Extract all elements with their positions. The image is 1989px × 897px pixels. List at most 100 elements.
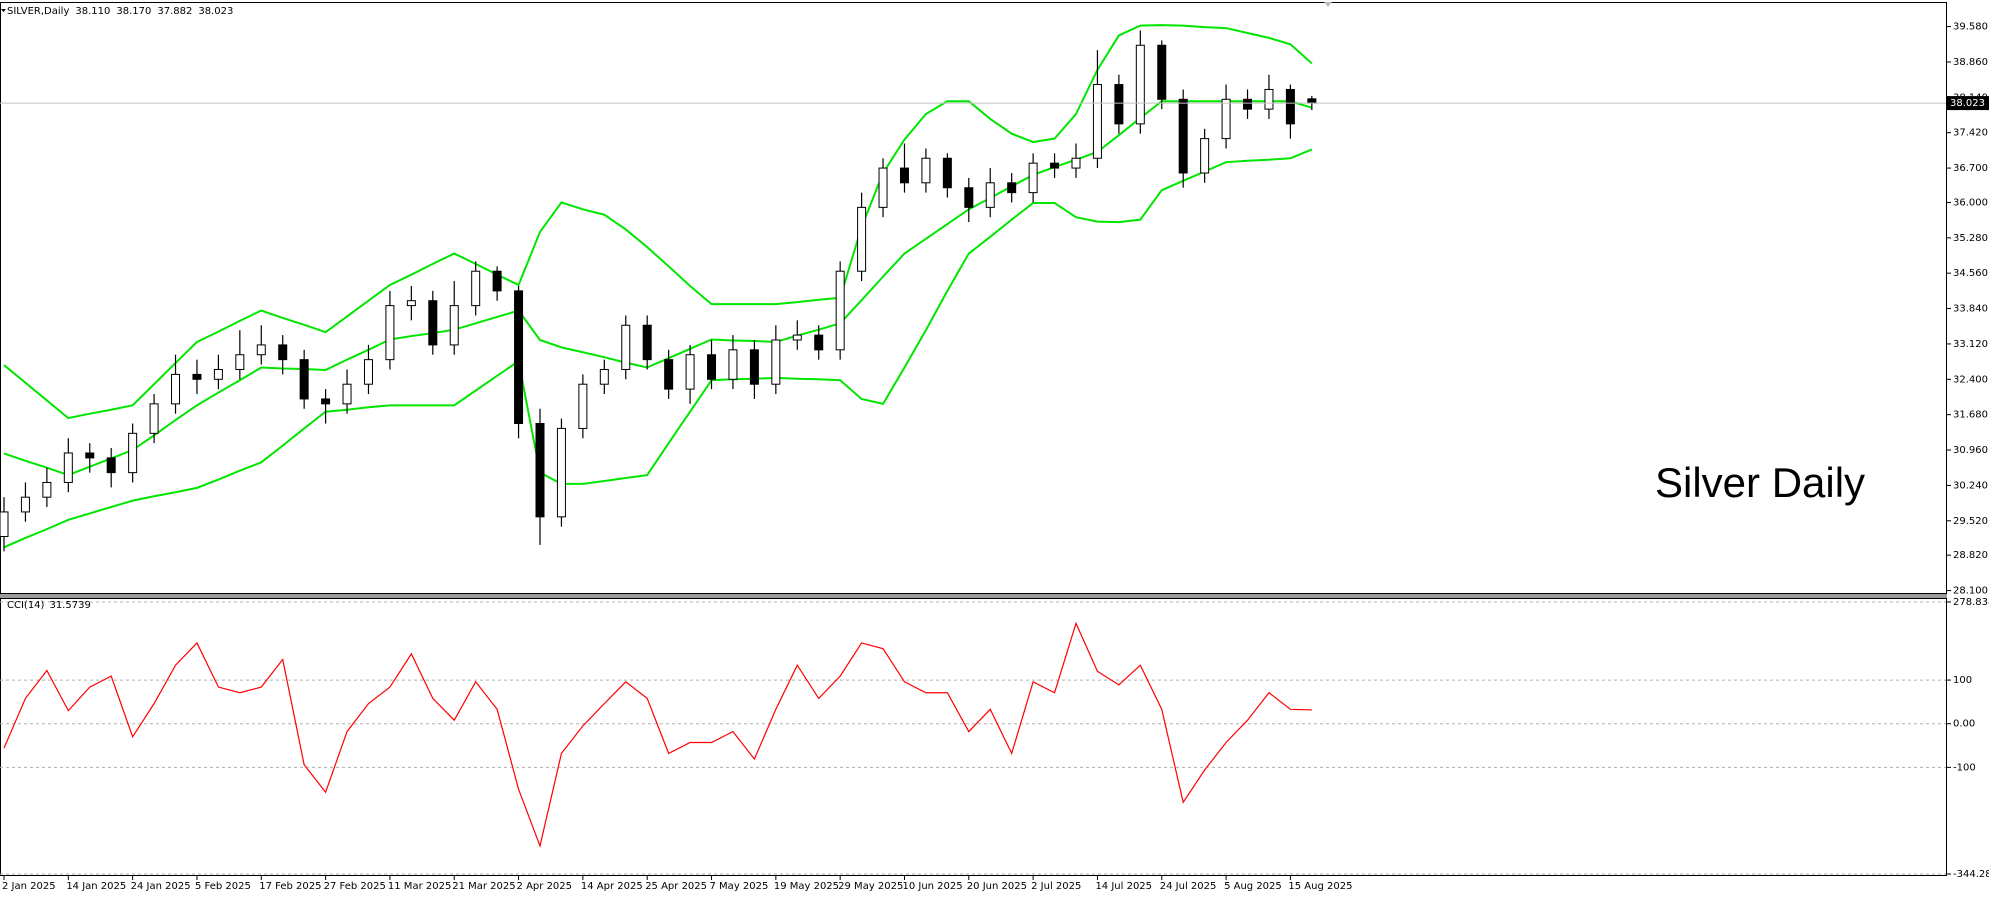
- candle-body: [857, 206, 867, 272]
- y-tick-label: 35.280: [1953, 233, 1988, 244]
- candle-body: [85, 452, 95, 459]
- price-tag: [1947, 96, 1989, 111]
- y-tick-label: -344.283: [1953, 869, 1989, 880]
- cci-line: [3, 621, 1312, 849]
- candle-body: [471, 270, 481, 307]
- candle-body: [1221, 98, 1231, 140]
- y-tick-label: 37.420: [1953, 128, 1988, 139]
- x-tick-label: 24 Jan 2025: [131, 881, 191, 892]
- x-tick-label: 20 Jun 2025: [967, 881, 1027, 892]
- y-tick-label: 30.960: [1953, 445, 1988, 456]
- candle-body: [385, 305, 395, 361]
- y-tick-label: 32.400: [1953, 374, 1988, 385]
- candle-body: [921, 157, 931, 184]
- y-tick-label: 29.520: [1953, 516, 1988, 527]
- candle-body: [149, 403, 159, 434]
- candle-body: [728, 349, 738, 380]
- candle-body: [985, 182, 995, 208]
- x-tick-label: 17 Feb 2025: [259, 881, 321, 892]
- candle-body: [363, 359, 373, 385]
- candle-body: [621, 324, 631, 370]
- candle-body: [1007, 182, 1017, 194]
- candle-body: [20, 496, 30, 513]
- candle-body: [449, 305, 459, 346]
- candle-body: [492, 270, 502, 292]
- band-lower: [3, 148, 1313, 549]
- candle-body: [1178, 98, 1188, 174]
- annotation: Silver Daily: [1655, 459, 1865, 506]
- candle-body: [1264, 88, 1274, 110]
- indicator-panel: [0, 598, 1947, 876]
- y-tick-label: 39.580: [1953, 22, 1988, 33]
- candle-body: [1135, 44, 1145, 125]
- x-tick-label: 24 Jul 2025: [1160, 881, 1217, 892]
- x-tick-label: 5 Aug 2025: [1224, 881, 1282, 892]
- y-tick-label: 278.8385: [1953, 597, 1989, 608]
- candle-body: [342, 383, 352, 405]
- candle-body: [899, 167, 909, 184]
- y-tick-label: 31.680: [1953, 410, 1988, 421]
- candle-body: [63, 452, 73, 483]
- x-tick-label: 10 Jun 2025: [902, 881, 962, 892]
- candle-body: [42, 481, 52, 498]
- price-panel: [0, 2, 1947, 594]
- y-tick-label: 38.860: [1953, 57, 1988, 68]
- candle-body: [1285, 88, 1295, 125]
- candle-body: [514, 290, 524, 425]
- candle-body: [213, 368, 223, 380]
- x-tick-label: 25 Apr 2025: [645, 881, 707, 892]
- y-tick-label: 28.100: [1953, 586, 1988, 597]
- candle-body: [642, 324, 652, 361]
- y-tick-label: 36.700: [1953, 163, 1988, 174]
- candle-body: [835, 270, 845, 351]
- symbol: SILVER,Daily: [7, 6, 69, 17]
- candle-body: [942, 157, 952, 189]
- candle-body: [106, 457, 116, 474]
- x-tick-label: 2 Apr 2025: [517, 881, 572, 892]
- candle-body: [599, 368, 609, 385]
- y-tick-label: 0.00: [1953, 719, 1975, 730]
- x-tick-label: 29 May 2025: [838, 881, 903, 892]
- candle-body: [1200, 138, 1210, 174]
- indicator-header: CCI(14) 31.5739: [7, 600, 91, 611]
- candle-body: [278, 344, 288, 361]
- candle-body: [128, 432, 138, 474]
- candle-body: [664, 359, 674, 390]
- candle-body: [192, 373, 202, 380]
- symbol-header: SILVER,Daily 38.110 38.170 37.882 38.023: [7, 6, 233, 17]
- candle-body: [1071, 157, 1081, 169]
- candle-body: [1092, 84, 1102, 159]
- x-tick-label: 2 Jul 2025: [1031, 881, 1081, 892]
- x-tick-label: 14 Apr 2025: [581, 881, 643, 892]
- y-tick-label: 36.000: [1953, 197, 1988, 208]
- candle-body: [1157, 44, 1167, 100]
- header-arrow: [1, 9, 6, 12]
- candle-body: [171, 373, 181, 405]
- candle-body: [771, 339, 781, 385]
- x-tick-label: 27 Feb 2025: [324, 881, 386, 892]
- candle-body: [1028, 162, 1038, 194]
- candle-body: [792, 334, 802, 341]
- y-tick-label: 100: [1953, 675, 1972, 686]
- x-tick-label: 19 May 2025: [774, 881, 839, 892]
- candle-body: [1114, 84, 1124, 125]
- indicator-name: CCI(14): [7, 600, 45, 611]
- x-tick-label: 21 Mar 2025: [452, 881, 515, 892]
- candle-body: [814, 334, 824, 351]
- candle-body: [256, 344, 266, 356]
- x-tick-label: 5 Feb 2025: [195, 881, 251, 892]
- candle-body: [685, 354, 695, 390]
- y-tick-label: 30.240: [1953, 480, 1988, 491]
- x-tick-label: 11 Mar 2025: [388, 881, 451, 892]
- x-tick-label: 2 Jan 2025: [2, 881, 56, 892]
- y-tick-label: 28.820: [1953, 550, 1988, 561]
- x-tick-label: 15 Aug 2025: [1288, 881, 1352, 892]
- candle-body: [578, 383, 588, 429]
- candle-body: [535, 423, 545, 518]
- candle-body: [235, 354, 245, 370]
- x-tick-label: 14 Jan 2025: [66, 881, 126, 892]
- y-tick-label: -100: [1953, 762, 1976, 773]
- candle-body: [406, 300, 416, 307]
- y-tick-label: 34.560: [1953, 268, 1988, 279]
